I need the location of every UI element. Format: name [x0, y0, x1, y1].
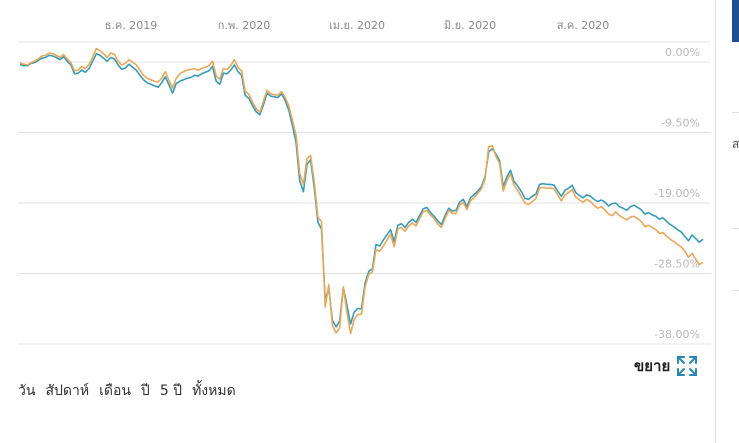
series-line-1 — [19, 52, 704, 328]
expand-icon[interactable] — [676, 355, 698, 377]
x-tick-label: ก.พ. 2020 — [218, 19, 270, 32]
right-side-panel: ส — [715, 0, 739, 443]
series-line-2 — [19, 47, 704, 335]
range-all[interactable]: ทั้งหมด — [192, 383, 236, 399]
range-day[interactable]: วัน — [18, 383, 36, 399]
range-week[interactable]: สัปดาห์ — [45, 383, 90, 399]
performance-line-chart: ธ.ค. 2019 ก.พ. 2020 เม.ย. 2020 มิ.ย. 2020 ส.… — [18, 19, 711, 345]
panel-divider — [732, 290, 739, 291]
panel-divider — [732, 228, 739, 229]
y-tick-label: 0.00% — [665, 46, 700, 59]
expand-control[interactable]: ขยาย — [634, 354, 698, 378]
x-tick-label: ธ.ค. 2019 — [105, 19, 158, 32]
panel-accent-block — [732, 0, 739, 42]
range-month[interactable]: เดือน — [99, 383, 131, 399]
time-range-selector: วัน สัปดาห์ เดือน ปี 5 ปี ทั้งหมด — [18, 380, 236, 402]
y-tick-label: -9.50% — [661, 116, 700, 129]
panel-divider — [732, 112, 739, 113]
y-tick-label: -28.50% — [654, 257, 700, 270]
y-tick-label: -38.00% — [654, 328, 700, 341]
x-tick-label: ส.ค. 2020 — [557, 19, 610, 32]
y-tick-label: -19.00% — [654, 187, 700, 200]
expand-label: ขยาย — [634, 357, 671, 375]
panel-clipped-text: ส — [732, 137, 739, 151]
x-tick-label: เม.ย. 2020 — [329, 19, 385, 32]
x-tick-label: มิ.ย. 2020 — [444, 19, 496, 32]
range-year[interactable]: ปี — [140, 383, 150, 399]
range-5-years[interactable]: 5 ปี — [159, 383, 183, 399]
